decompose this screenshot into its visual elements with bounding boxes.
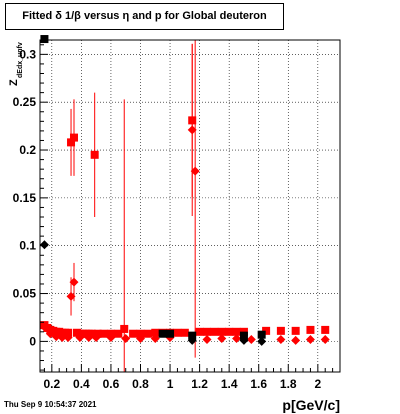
data-point-square <box>90 150 99 159</box>
timestamp-label: Thu Sep 9 10:54:37 2021 <box>4 400 97 409</box>
data-point-square <box>276 326 285 335</box>
data-point-square <box>188 331 197 340</box>
data-point-square <box>257 330 266 339</box>
data-point-diamond <box>51 332 61 342</box>
x-tick-label: 1.4 <box>221 377 238 391</box>
data-point-square <box>195 327 204 336</box>
data-point-diamond <box>84 333 94 343</box>
data-point-square <box>99 329 108 338</box>
data-point-diamond <box>135 334 145 344</box>
x-tick-label: 0.2 <box>43 377 60 391</box>
data-point-diamond <box>217 334 227 344</box>
x-tick-label: 0.4 <box>73 377 90 391</box>
y-tick-label: 0.15 <box>13 191 37 205</box>
y-tick-label: 0.3 <box>19 47 36 61</box>
chart-title-box: Fitted δ 1/β versus η and p for Global d… <box>5 3 284 30</box>
data-point-diamond <box>239 335 249 345</box>
data-point-square <box>158 329 167 338</box>
data-point-square <box>67 138 76 147</box>
data-point-square <box>69 133 78 142</box>
x-tick-label: 1.2 <box>191 377 208 391</box>
data-point-diamond <box>57 333 67 343</box>
y-tick-label: 0.1 <box>19 239 36 253</box>
x-tick-label: 0.8 <box>132 377 149 391</box>
data-point-diamond <box>291 335 301 345</box>
x-tick-label: 1 <box>167 377 174 391</box>
data-point-diamond <box>232 334 242 344</box>
data-point-square <box>87 329 96 338</box>
data-point-diamond <box>305 334 315 344</box>
data-point-diamond <box>246 334 256 344</box>
chart-title: Fitted δ 1/β versus η and p for Global d… <box>22 10 267 22</box>
data-point-diamond <box>257 336 267 346</box>
data-point-square <box>262 326 271 335</box>
data-point-diamond <box>190 166 200 176</box>
data-point-square <box>202 327 211 336</box>
data-point-square <box>210 327 219 336</box>
data-point-diamond <box>121 334 131 344</box>
y-axis-label: Z <box>8 79 20 86</box>
data-point-square <box>225 327 234 336</box>
data-point-square <box>291 326 300 335</box>
data-point-square <box>173 328 182 337</box>
data-point-square <box>40 35 49 44</box>
x-tick-label: 1.6 <box>250 377 267 391</box>
data-point-square <box>114 329 123 338</box>
data-point-diamond <box>202 334 212 344</box>
data-point-diamond <box>39 322 49 332</box>
data-point-square <box>166 329 175 338</box>
data-point-square <box>143 329 152 338</box>
x-tick-label: 2 <box>314 377 321 391</box>
data-point-diamond <box>187 125 197 135</box>
plot-frame <box>39 39 341 373</box>
data-point-square <box>180 328 189 337</box>
x-tick-label: 0.6 <box>103 377 120 391</box>
data-point-square <box>151 328 160 337</box>
data-point-square <box>217 327 226 336</box>
y-tick-label: 0.2 <box>19 143 36 157</box>
data-point-square <box>306 325 315 334</box>
data-point-diamond <box>66 291 76 301</box>
y-axis-subscript: dEdx_unfv <box>17 42 24 78</box>
y-tick-label: 0 <box>29 334 36 348</box>
data-point-diamond <box>91 333 101 343</box>
axes: 0.2 0.4 0.6 0.8 1 1.2 1.4 1.6 1.8 2 0 0.05 0.1 0.15 0.… <box>8 42 340 413</box>
data-point-diamond <box>320 334 330 344</box>
grid-lines <box>40 40 340 372</box>
data-point-diamond <box>69 277 79 287</box>
data-point-diamond <box>187 335 197 345</box>
data-point-diamond <box>39 240 49 250</box>
data-point-square <box>129 329 138 338</box>
y-tick-label: 0.05 <box>13 287 37 301</box>
data-point-diamond <box>276 334 286 344</box>
data-point-square <box>232 327 241 336</box>
data-point-square <box>136 329 145 338</box>
data-point-diamond <box>150 334 160 344</box>
data-point-diamond <box>75 333 85 343</box>
data-point-square <box>239 331 248 340</box>
data-point-square <box>93 329 102 338</box>
data-point-diamond <box>106 333 116 343</box>
y-tick-label: 0.25 <box>13 95 37 109</box>
data-marks <box>39 35 330 372</box>
data-point-square <box>120 324 129 333</box>
data-point-diamond <box>63 333 73 343</box>
x-tick-label: 1.8 <box>280 377 297 391</box>
x-axis-label: p[GeV/c] <box>282 397 340 413</box>
data-point-square <box>64 328 73 337</box>
data-point-square <box>321 325 330 334</box>
